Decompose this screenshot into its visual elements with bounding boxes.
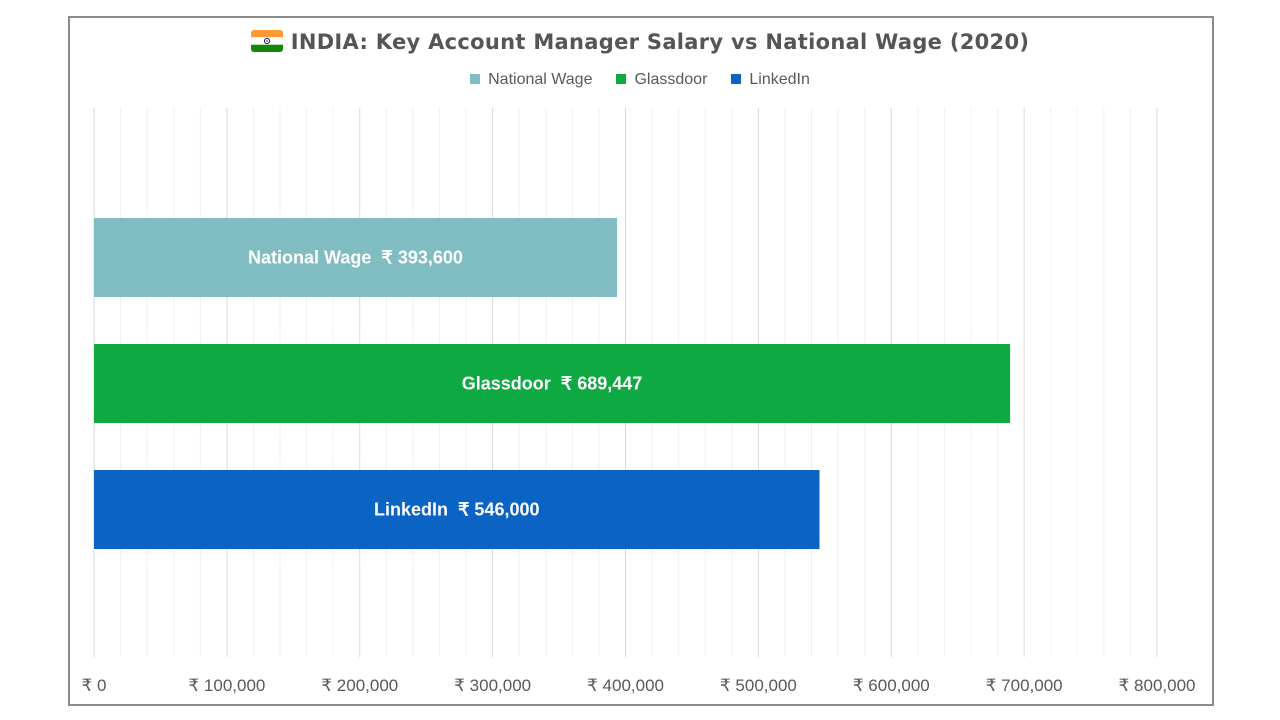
legend-item: Glassdoor bbox=[616, 71, 707, 89]
india-flag-icon bbox=[250, 30, 283, 52]
x-tick-label: ₹ 600,000 bbox=[853, 676, 930, 695]
x-tick-label: ₹ 300,000 bbox=[454, 676, 531, 695]
legend-swatch bbox=[616, 74, 627, 84]
x-tick-label: ₹ 400,000 bbox=[587, 676, 664, 695]
x-tick-label: ₹ 700,000 bbox=[986, 676, 1063, 695]
data-label: Glassdoor ₹ 689,447 bbox=[462, 374, 643, 394]
x-tick-label: ₹ 800,000 bbox=[1119, 676, 1196, 695]
bar-national-wage bbox=[94, 218, 617, 297]
chart-title-text: INDIA: Key Account Manager Salary vs Nat… bbox=[290, 30, 1030, 54]
legend-item: LinkedIn bbox=[731, 71, 810, 89]
x-tick-label: ₹ 100,000 bbox=[188, 676, 265, 695]
chart-title: INDIA: Key Account Manager Salary vs Nat… bbox=[0, 30, 1280, 54]
legend-swatch bbox=[470, 74, 481, 84]
legend-label: Glassdoor bbox=[634, 71, 708, 88]
chart-frame bbox=[68, 16, 1214, 706]
x-tick-label: ₹ 0 bbox=[82, 676, 107, 695]
legend: National Wage Glassdoor LinkedIn bbox=[0, 71, 1280, 89]
x-tick-label: ₹ 200,000 bbox=[321, 676, 398, 695]
data-label: LinkedIn ₹ 546,000 bbox=[374, 500, 540, 520]
legend-swatch bbox=[731, 74, 742, 84]
bar-glassdoor bbox=[94, 344, 1011, 423]
legend-item: National Wage bbox=[470, 71, 592, 89]
data-label: National Wage ₹ 393,600 bbox=[248, 248, 463, 268]
legend-label: LinkedIn bbox=[749, 71, 810, 88]
x-tick-label: ₹ 500,000 bbox=[720, 676, 797, 695]
bar-linkedin bbox=[94, 470, 820, 549]
legend-label: National Wage bbox=[488, 71, 593, 88]
